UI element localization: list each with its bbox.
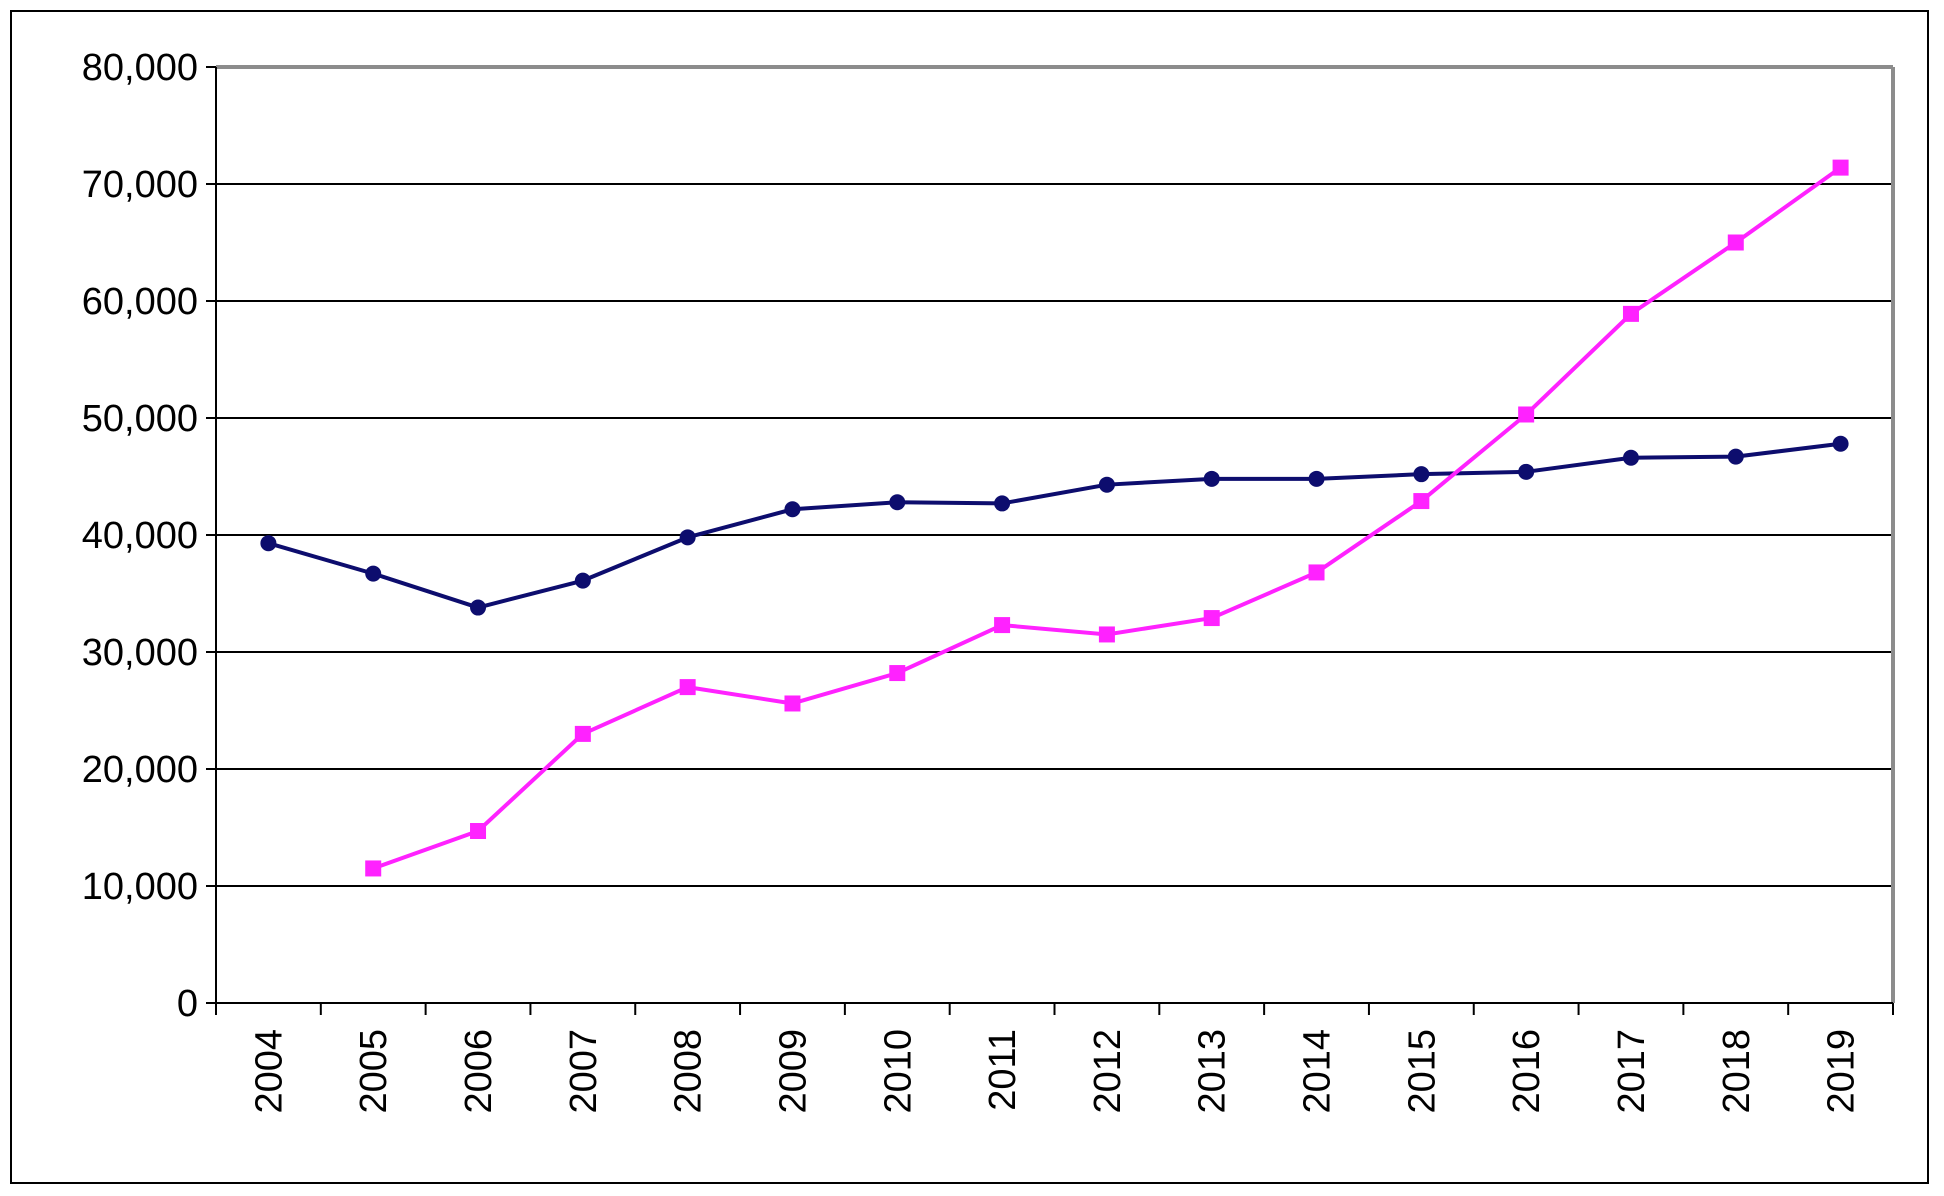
data-point — [365, 565, 382, 582]
series-1-line — [267, 441, 1841, 610]
data-point — [1518, 406, 1535, 423]
x-axis-tick-labels: 2004 2005 2006 2007 2008 2009 2010 2011 2012 2013… — [248, 1029, 1862, 1114]
data-point — [1203, 470, 1220, 487]
y-tick-label: 80,000 — [82, 47, 198, 89]
data-point — [1727, 448, 1744, 465]
data-point — [1622, 305, 1639, 322]
x-tick-label: 2017 — [1611, 1029, 1653, 1114]
x-tick-label: 2013 — [1192, 1029, 1234, 1114]
y-tick-label: 40,000 — [82, 515, 198, 557]
x-tick-label: 2006 — [458, 1029, 500, 1114]
y-tick-label: 70,000 — [82, 164, 198, 206]
x-tick-label: 2005 — [353, 1029, 395, 1114]
data-point — [889, 665, 906, 682]
x-tick-label: 2016 — [1506, 1029, 1548, 1114]
x-tick-label: 2014 — [1297, 1029, 1339, 1114]
data-point — [1832, 159, 1849, 176]
x-tick-label: 2011 — [982, 1029, 1024, 1111]
series-2 — [365, 159, 1849, 877]
y-axis-tick-labels: 0 10,000 20,000 30,000 40,000 50,000 60,000 70,… — [82, 47, 198, 1025]
data-point — [1622, 449, 1639, 466]
data-point — [470, 823, 487, 840]
y-tick-label: 0 — [177, 983, 198, 1025]
x-tick-label: 2010 — [877, 1029, 919, 1114]
data-point — [784, 695, 801, 712]
x-tick-label: 2019 — [1821, 1029, 1863, 1114]
y-tick-label: 50,000 — [82, 398, 198, 440]
data-point — [574, 572, 591, 589]
data-point — [1413, 466, 1430, 483]
x-tick-label: 2018 — [1716, 1029, 1758, 1114]
data-point — [1832, 435, 1849, 452]
x-tick-label: 2012 — [1087, 1029, 1129, 1114]
data-point — [994, 617, 1011, 634]
series-1 — [260, 435, 1849, 616]
data-point — [1098, 476, 1115, 493]
y-tick-label: 20,000 — [82, 749, 198, 791]
y-tick-label: 30,000 — [82, 632, 198, 674]
data-point — [679, 529, 696, 546]
data-point — [574, 725, 591, 742]
x-tick-label: 2008 — [668, 1029, 710, 1114]
data-point — [889, 494, 906, 511]
data-point — [1518, 463, 1535, 480]
data-point — [1413, 493, 1430, 510]
data-point — [260, 535, 277, 552]
x-tick-label: 2009 — [772, 1029, 814, 1114]
y-tick-label: 10,000 — [82, 866, 198, 908]
y-tick-label: 60,000 — [82, 281, 198, 323]
data-point — [994, 495, 1011, 512]
series-2-line — [372, 165, 1842, 871]
x-tick-label: 2015 — [1401, 1029, 1443, 1114]
data-point — [1727, 234, 1744, 251]
gridlines — [216, 183, 1893, 887]
data-point — [1203, 610, 1220, 627]
data-point — [365, 860, 382, 877]
data-point — [1308, 470, 1325, 487]
data-point — [1098, 626, 1115, 643]
x-tick-label: 2007 — [563, 1029, 605, 1114]
axes — [206, 65, 1895, 1015]
x-tick-label: 2004 — [248, 1029, 290, 1114]
data-point — [1308, 564, 1325, 581]
data-point — [679, 679, 696, 696]
series — [260, 159, 1849, 877]
data-point — [784, 501, 801, 518]
data-point — [470, 599, 487, 616]
chart-frame — [10, 10, 1929, 1184]
